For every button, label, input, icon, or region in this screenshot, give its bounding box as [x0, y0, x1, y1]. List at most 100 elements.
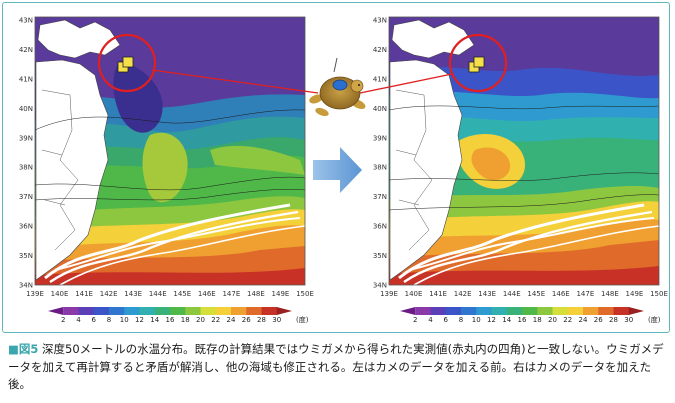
lon-label: 141E — [75, 290, 93, 298]
colorbar-label: 20 — [548, 316, 557, 324]
colorbar-label: 12 — [487, 316, 496, 324]
lon-label: 142E — [454, 290, 472, 298]
turtle-illustration — [309, 57, 366, 117]
colorbar-segment — [552, 307, 569, 315]
lon-label: 140E — [51, 290, 69, 298]
colorbar-label: 2 — [413, 316, 417, 324]
colorbar-segment — [537, 307, 553, 315]
left-map — [35, 17, 305, 285]
left-colorbar: 2 4 6 8 10 12 14 16 18 20 22 24 26 28 30 (度) — [48, 307, 309, 324]
colorbar-label: 14 — [150, 316, 159, 324]
colorbar-label: 10 — [472, 316, 481, 324]
colorbar-label: 16 — [166, 316, 175, 324]
colorbar-label: 28 — [609, 316, 618, 324]
colorbar-label: 6 — [92, 316, 97, 324]
connector-line-right — [359, 73, 453, 94]
lon-label: 145E — [527, 290, 545, 298]
caption-text: 深度50メートルの水温分布。既存の計算結果ではウミガメから得られた実測値(赤丸内… — [8, 342, 664, 391]
colorbar-segment — [109, 307, 125, 315]
colorbar-segment — [48, 307, 64, 315]
lon-label: 150E — [650, 290, 668, 298]
colorbar-segment — [522, 307, 538, 315]
colorbar-segment — [430, 307, 447, 315]
right-marker — [448, 33, 508, 93]
lon-label: 146E — [198, 290, 216, 298]
left-marker — [97, 33, 157, 93]
lon-label: 150E — [296, 290, 314, 298]
colorbar-segment — [476, 307, 492, 315]
lat-label: 37N — [373, 193, 387, 201]
colorbar-label: 30 — [272, 316, 281, 324]
lat-label: 39N — [19, 134, 33, 142]
colorbar-segment — [400, 307, 416, 315]
colorbar-segment — [124, 307, 140, 315]
colorbar-segment — [415, 307, 431, 315]
colorbar-segment — [491, 307, 508, 315]
lon-label: 139E — [26, 290, 44, 298]
lon-label: 145E — [173, 290, 191, 298]
lon-label: 149E — [272, 290, 290, 298]
lon-label: 140E — [405, 290, 423, 298]
colorbar-label: 6 — [444, 316, 449, 324]
lat-label: 39N — [373, 134, 387, 142]
left-lon-labels: 139E 140E 141E 142E 143E 144E 145E 146E 147E 148E… — [26, 290, 314, 298]
lat-label: 40N — [19, 105, 33, 113]
lat-label: 36N — [19, 223, 33, 231]
colorbar-label: 30 — [624, 316, 633, 324]
lat-label: 42N — [373, 46, 387, 54]
lat-label: 42N — [19, 46, 33, 54]
colorbar-segment — [78, 307, 95, 315]
colorbar-segment — [276, 307, 292, 315]
colorbar-label: 22 — [211, 316, 220, 324]
lat-label: 41N — [373, 75, 387, 83]
colorbar-label: 4 — [76, 316, 81, 324]
colorbar-segment — [583, 307, 599, 315]
colorbar-segment — [598, 307, 614, 315]
lon-label: 147E — [222, 290, 240, 298]
colorbar-label: 22 — [563, 316, 572, 324]
colorbar-unit: (度) — [648, 315, 661, 324]
colorbar-segment — [93, 307, 110, 315]
lat-label: 36N — [373, 223, 387, 231]
lat-label: 34N — [373, 282, 387, 290]
colorbar-label: 18 — [533, 316, 542, 324]
colorbar-segment — [567, 307, 584, 315]
colorbar-label: 16 — [518, 316, 527, 324]
colorbar-label: 20 — [196, 316, 205, 324]
colorbar-segment — [261, 307, 278, 315]
lat-label: 35N — [373, 252, 387, 260]
lat-label: 40N — [373, 105, 387, 113]
colorbar-segment — [63, 307, 79, 315]
colorbar-segment — [506, 307, 523, 315]
lat-label: 38N — [19, 164, 33, 172]
colorbar-label: 26 — [594, 316, 603, 324]
colorbar-label: 28 — [257, 316, 266, 324]
lat-label: 34N — [19, 282, 33, 290]
lat-label: 41N — [19, 75, 33, 83]
colorbar-label: 8 — [459, 316, 463, 324]
right-lon-labels: 139E 140E 141E 142E 143E 144E 145E 146E 147E 148E… — [380, 290, 668, 298]
lon-label: 148E — [601, 290, 619, 298]
colorbar-label: 26 — [242, 316, 251, 324]
figure-label: ■図5 — [8, 342, 39, 356]
lon-label: 149E — [626, 290, 644, 298]
lat-label: 43N — [373, 17, 387, 25]
lat-label: 37N — [19, 193, 33, 201]
colorbar-segment — [139, 307, 156, 315]
transition-arrow — [313, 147, 362, 193]
colorbar-segment — [246, 307, 262, 315]
colorbar-label: 12 — [135, 316, 144, 324]
right-lat-labels: 43N 42N 41N 40N 39N 38N 37N 36N 35N 34N — [373, 17, 387, 290]
colorbar-label: 2 — [61, 316, 65, 324]
lon-label: 141E — [429, 290, 447, 298]
colorbar-label: 4 — [428, 316, 433, 324]
colorbar-unit: (度) — [296, 315, 309, 324]
colorbar-segment — [185, 307, 201, 315]
lon-label: 139E — [380, 290, 398, 298]
figure-caption: ■図5 深度50メートルの水温分布。既存の計算結果ではウミガメから得られた実測値… — [8, 341, 670, 394]
colorbar-segment — [445, 307, 462, 315]
lon-label: 142E — [100, 290, 118, 298]
colorbar-label: 8 — [107, 316, 111, 324]
colorbar-segment — [628, 307, 644, 315]
lat-label: 38N — [373, 164, 387, 172]
